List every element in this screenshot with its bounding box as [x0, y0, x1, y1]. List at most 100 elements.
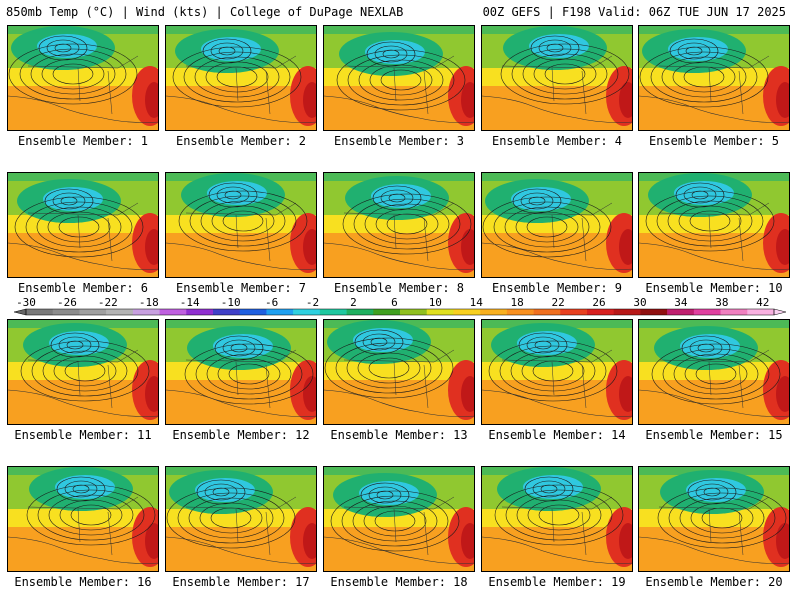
temperature-map	[8, 26, 158, 130]
colorbar-tick-label: -22	[97, 296, 118, 309]
ensemble-member-label: Ensemble Member: 15	[645, 428, 783, 442]
colorbar-swatch	[26, 309, 54, 315]
ensemble-member-label: Ensemble Member: 2	[175, 134, 307, 148]
temperature-map	[482, 173, 632, 277]
colorbar-tick-label: -30	[16, 296, 36, 309]
temperature-map	[639, 320, 789, 424]
ensemble-map-panel	[481, 25, 633, 131]
colorbar-swatch	[132, 309, 160, 315]
ensemble-map-panel	[481, 319, 633, 425]
ensemble-member-label: Ensemble Member: 16	[14, 575, 152, 589]
colorbar-swatch	[79, 309, 107, 315]
temperature-map	[166, 467, 316, 571]
ensemble-member-label: Ensemble Member: 10	[645, 281, 783, 295]
colorbar-right-arrow	[773, 308, 787, 316]
colorbar-tick-label: -18	[138, 296, 159, 309]
colorbar-tick-label: -14	[179, 296, 200, 309]
colorbar-swatch	[720, 309, 748, 315]
colorbar-swatch	[640, 309, 668, 315]
ensemble-map-panel	[7, 25, 159, 131]
temperature-colorbar	[13, 308, 787, 316]
colorbar-swatch	[400, 309, 428, 315]
colorbar-tick-label: 10	[428, 296, 442, 309]
temperature-map	[639, 467, 789, 571]
temperature-map	[8, 467, 158, 571]
ensemble-member-label: Ensemble Member: 20	[645, 575, 783, 589]
colorbar-tick-label: -2	[305, 296, 320, 309]
colorbar-swatch	[213, 309, 241, 315]
temperature-map	[324, 26, 474, 130]
temperature-map	[639, 173, 789, 277]
colorbar-swatch	[373, 309, 401, 315]
colorbar-tick-label: 42	[756, 296, 770, 309]
colorbar-swatch	[426, 309, 454, 315]
ensemble-member-label: Ensemble Member: 4	[491, 134, 623, 148]
colorbar-swatch	[533, 309, 561, 315]
temperature-map	[8, 173, 158, 277]
ensemble-member-label: Ensemble Member: 11	[14, 428, 152, 442]
colorbar-tick-label: 6	[391, 296, 398, 309]
ensemble-member-label: Ensemble Member: 8	[333, 281, 465, 295]
ensemble-member-label: Ensemble Member: 3	[333, 134, 465, 148]
colorbar-swatch	[613, 309, 641, 315]
colorbar-tick-label: 26	[592, 296, 606, 309]
colorbar-swatch	[346, 309, 374, 315]
temperature-map	[639, 26, 789, 130]
colorbar-swatch	[266, 309, 294, 315]
ensemble-member-label: Ensemble Member: 12	[172, 428, 310, 442]
ensemble-map-panel	[165, 466, 317, 572]
temperature-map	[166, 173, 316, 277]
ensemble-map-panel	[638, 319, 790, 425]
ensemble-member-label: Ensemble Member: 1	[17, 134, 149, 148]
ensemble-map-panel	[165, 172, 317, 278]
ensemble-map-panel	[165, 319, 317, 425]
colorbar-swatch	[239, 309, 267, 315]
colorbar-tick-label: 34	[674, 296, 688, 309]
ensemble-member-label: Ensemble Member: 7	[175, 281, 307, 295]
colorbar-swatch	[106, 309, 134, 315]
ensemble-member-label: Ensemble Member: 17	[172, 575, 310, 589]
temperature-map	[8, 320, 158, 424]
colorbar-swatch	[293, 309, 321, 315]
ensemble-member-label: Ensemble Member: 14	[488, 428, 626, 442]
ensemble-map-panel	[481, 466, 633, 572]
colorbar-swatch	[319, 309, 347, 315]
colorbar-swatch	[453, 309, 481, 315]
colorbar-outline	[25, 308, 775, 316]
ensemble-map-panel	[481, 172, 633, 278]
colorbar-swatch	[747, 309, 775, 315]
colorbar-tick-label: 18	[510, 296, 524, 309]
temperature-map	[166, 320, 316, 424]
ensemble-map-panel	[323, 466, 475, 572]
ensemble-map-panel	[323, 319, 475, 425]
header-title-right: 00Z GEFS | F198 Valid: 06Z TUE JUN 17 20…	[482, 5, 786, 19]
ensemble-map-panel	[323, 25, 475, 131]
colorbar-tick-label: 2	[350, 296, 357, 309]
temperature-map	[482, 320, 632, 424]
colorbar-swatch	[667, 309, 695, 315]
colorbar-swatch	[693, 309, 721, 315]
colorbar-left-arrow	[13, 308, 27, 316]
colorbar-swatch	[560, 309, 588, 315]
temperature-map	[324, 320, 474, 424]
ensemble-map-panel	[638, 172, 790, 278]
ensemble-member-label: Ensemble Member: 5	[648, 134, 780, 148]
ensemble-map-panel	[323, 172, 475, 278]
temperature-map	[482, 26, 632, 130]
ensemble-map-panel	[638, 466, 790, 572]
colorbar-swatch	[52, 309, 80, 315]
ensemble-map-panel	[165, 25, 317, 131]
colorbar-tick-label: -26	[56, 296, 77, 309]
temperature-map	[482, 467, 632, 571]
ensemble-member-label: Ensemble Member: 18	[330, 575, 468, 589]
temperature-map	[324, 467, 474, 571]
ensemble-member-label: Ensemble Member: 19	[488, 575, 626, 589]
ensemble-map-panel	[7, 466, 159, 572]
header-title-left: 850mb Temp (°C) | Wind (kts) | College o…	[6, 5, 404, 19]
temperature-map	[324, 173, 474, 277]
colorbar-swatch	[587, 309, 615, 315]
colorbar-swatch	[480, 309, 508, 315]
ensemble-member-label: Ensemble Member: 9	[491, 281, 623, 295]
temperature-map	[166, 26, 316, 130]
